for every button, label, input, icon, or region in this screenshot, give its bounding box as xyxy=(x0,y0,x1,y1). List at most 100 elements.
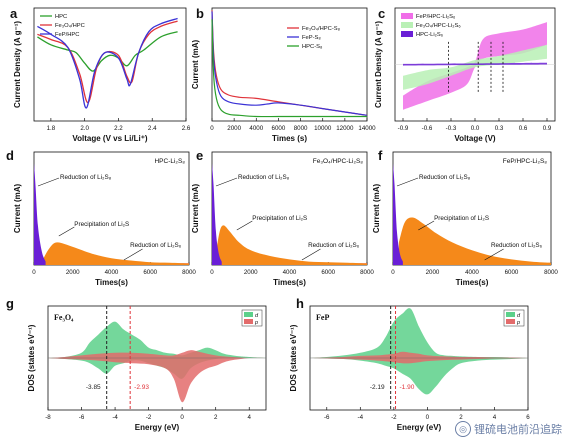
annotation: Reduction of Li₂S₆ xyxy=(130,242,182,249)
annotation-arrow xyxy=(301,248,321,261)
x-axis-label: Voltage (V) xyxy=(454,134,496,143)
x-tick-label: 6000 xyxy=(505,269,519,276)
annotation: Precipitation of Li₂S xyxy=(74,221,129,228)
legend-swatch xyxy=(401,22,413,28)
legend-label: d xyxy=(255,313,259,319)
panel-c: c -0.9 -0.6 -0.3 0.0 0.3 0.6 0.9 Voltage (V) Curr… xyxy=(374,6,556,143)
x-axis-label: Energy (eV) xyxy=(397,423,442,432)
x-tick-label: 6000 xyxy=(272,125,286,132)
fermi-label: -3.85 xyxy=(86,384,101,391)
x-tick-label: 0 xyxy=(180,414,184,421)
series-line xyxy=(37,17,178,109)
series-line xyxy=(211,11,368,116)
x-tick-label: 4000 xyxy=(465,269,479,276)
annotation: Reduction of Li₂S₈ xyxy=(238,174,290,181)
annotation-arrow xyxy=(418,220,435,231)
x-tick-label: -4 xyxy=(112,414,118,421)
panel-d: d 0 2000 4000 6000 8000 Times(s) Current (mA) HP… xyxy=(6,148,196,287)
annotation: Precipitation of Li₂S xyxy=(252,215,307,222)
x-axis-label: Times(s) xyxy=(456,278,489,287)
x-tick-label: -0.6 xyxy=(422,125,433,132)
x-tick-label: 8000 xyxy=(360,269,374,276)
x-tick-label: 2.6 xyxy=(182,125,191,132)
x-tick-label: 8000 xyxy=(294,125,308,132)
series-band xyxy=(403,44,547,90)
x-tick-label: -8 xyxy=(45,414,51,421)
x-tick-label: 0 xyxy=(210,125,214,132)
y-axis-label: Current (mA) xyxy=(191,184,200,234)
legend-swatch xyxy=(401,13,413,19)
annotation: Reduction of Li₂S₆ xyxy=(308,242,360,249)
annotation: Precipitation of Li₂S xyxy=(434,215,489,222)
legend-swatch xyxy=(244,312,253,317)
panel-letter: h xyxy=(296,296,304,311)
y-axis-label: DOS (states eV⁻¹) xyxy=(289,324,298,391)
x-tick-label: -0.9 xyxy=(398,125,409,132)
x-tick-label: 2.0 xyxy=(80,125,89,132)
annotation-arrow xyxy=(215,177,238,187)
panel-letter: b xyxy=(196,6,204,21)
annotation-arrow xyxy=(484,248,504,261)
x-tick-label: 0 xyxy=(32,269,36,276)
x-tick-label: -6 xyxy=(79,414,85,421)
x-tick-label: -0.3 xyxy=(446,125,457,132)
panel-b: b 0 2000 4000 6000 8000 10000 12000 14000 Times (… xyxy=(191,6,376,143)
legend-label: Fe₃O₄/HPC-S₈ xyxy=(302,26,341,32)
x-tick-label: 6 xyxy=(526,414,530,421)
annotation-arrow xyxy=(123,248,143,261)
panel-title: FeP/HPC-Li₂S₈ xyxy=(503,158,548,165)
x-tick-label: 2000 xyxy=(227,125,241,132)
x-tick-label: 1.8 xyxy=(47,125,56,132)
x-tick-label: 8000 xyxy=(544,269,558,276)
region-li2s8 xyxy=(393,163,403,265)
x-tick-label: 2000 xyxy=(426,269,440,276)
y-axis-label: Current (mA) xyxy=(13,184,22,234)
annotation-arrow xyxy=(396,177,419,187)
wechat-logo-icon: ◎ xyxy=(455,421,471,437)
panel-a: a 1.8 2.0 2.2 2.4 2.6 Voltage (V vs Li/Li⁺) Cur… xyxy=(10,6,191,143)
annotation-arrow xyxy=(58,226,75,237)
annotation: Reduction of Li₂S₆ xyxy=(491,242,543,249)
x-axis-label: Times (s) xyxy=(272,134,307,143)
panel-h: h -6 -4 -2 0 2 4 6 Energy (eV) DOS (states eV⁻¹) -… xyxy=(289,296,530,432)
panel-f: f 0 2000 4000 6000 8000 Times(s) Current (mA) Fe… xyxy=(372,148,558,287)
panel-letter: d xyxy=(6,148,14,163)
x-tick-label: -4 xyxy=(358,414,364,421)
legend-label: HPC-S₈ xyxy=(302,44,323,50)
x-tick-label: 4000 xyxy=(283,269,297,276)
dos-band-p xyxy=(310,351,528,364)
x-tick-label: 12000 xyxy=(336,125,354,132)
x-tick-label: 10000 xyxy=(314,125,332,132)
x-tick-label: 2 xyxy=(459,414,463,421)
legend-label: HPC xyxy=(55,14,67,20)
dos-band-p xyxy=(48,350,266,403)
legend-label: FeP/HPC xyxy=(55,32,79,38)
panel-letter: a xyxy=(10,6,18,21)
panel-title: HPC-Li₂S₈ xyxy=(154,158,185,165)
x-tick-label: -2 xyxy=(391,414,397,421)
panel-title: Fe₃O₄/HPC-Li₂S₈ xyxy=(313,158,364,165)
y-axis-label: Current (mA) xyxy=(191,40,200,90)
panel-letter: g xyxy=(6,296,14,311)
y-axis-label: Current (mA) xyxy=(372,184,381,234)
x-axis-label: Voltage (V vs Li/Li⁺) xyxy=(72,134,148,143)
x-tick-label: -2 xyxy=(146,414,152,421)
legend-swatch xyxy=(506,312,515,317)
legend-label: d xyxy=(517,313,521,319)
x-tick-label: 0 xyxy=(426,414,430,421)
x-tick-label: 2000 xyxy=(66,269,80,276)
x-tick-label: 4 xyxy=(493,414,497,421)
annotation: Reduction of Li₂S₈ xyxy=(60,174,112,181)
x-tick-label: 2.4 xyxy=(148,125,157,132)
legend-swatch xyxy=(244,319,253,324)
x-tick-label: 2000 xyxy=(244,269,258,276)
legend-label: FeP-S₈ xyxy=(302,35,321,41)
region-li2s xyxy=(41,242,189,265)
x-tick-label: 6000 xyxy=(143,269,157,276)
x-axis-label: Times(s) xyxy=(273,278,306,287)
region-li2s xyxy=(215,225,367,265)
x-axis-label: Energy (eV) xyxy=(135,423,180,432)
annotation-arrow xyxy=(236,220,253,231)
legend-swatch xyxy=(401,31,413,37)
